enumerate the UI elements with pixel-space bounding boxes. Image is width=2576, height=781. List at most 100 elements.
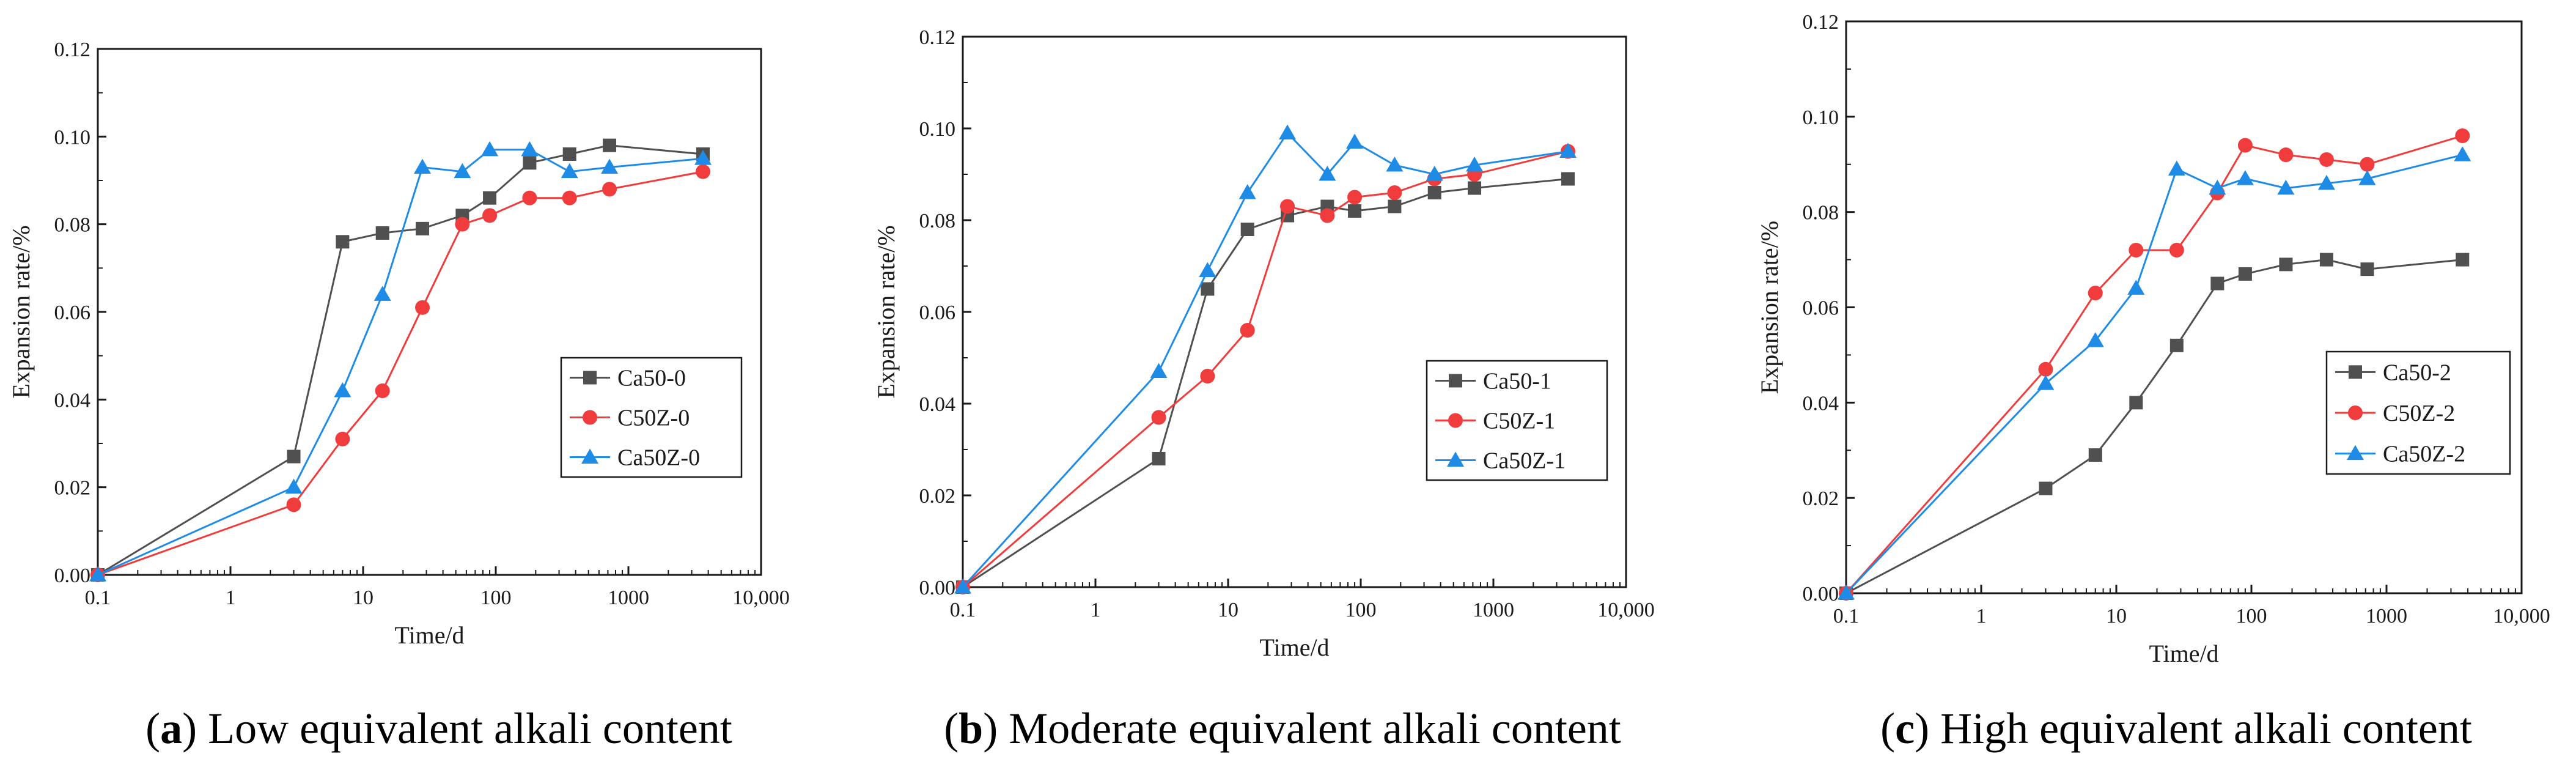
data-point xyxy=(454,163,471,179)
y-tick-label: 0.08 xyxy=(1803,202,1839,224)
legend-marker xyxy=(1447,451,1464,467)
y-tick-label: 0.04 xyxy=(54,389,91,412)
data-point xyxy=(2456,253,2470,267)
data-point xyxy=(285,478,303,494)
legend-marker xyxy=(581,448,598,464)
legend-marker xyxy=(1448,413,1463,428)
data-point xyxy=(1348,204,1362,218)
legend-marker xyxy=(2348,405,2363,420)
data-point xyxy=(1427,186,1441,199)
data-point xyxy=(1386,157,1404,172)
legend-label: Ca50Z-2 xyxy=(2383,442,2465,467)
chart-panel-b: 0.00 0.02 0.04 0.06 0.08 0.10 0.12 0.1 1 10 100 100… xyxy=(872,26,1655,753)
legend-label: Ca50Z-1 xyxy=(1483,448,1566,474)
x-tick-label: 100 xyxy=(1345,599,1377,621)
data-point xyxy=(1387,185,1402,200)
data-point xyxy=(694,150,712,165)
legend-label: Ca50-1 xyxy=(1483,369,1551,394)
data-point xyxy=(1561,172,1575,186)
data-point xyxy=(2088,286,2103,301)
data-point xyxy=(2169,243,2184,257)
x-axis-title: Time/d xyxy=(1259,634,1329,661)
data-point xyxy=(2210,276,2225,291)
data-point xyxy=(954,579,971,594)
caption-letter: c xyxy=(1895,704,1915,753)
data-point xyxy=(2127,279,2145,295)
x-tick-label: 10 xyxy=(2106,605,2127,627)
data-point xyxy=(2088,448,2102,462)
y-axis-title: Expansion rate/% xyxy=(872,225,900,398)
data-point xyxy=(602,182,617,197)
legend-marker xyxy=(583,410,597,425)
x-tick-label: 10,000 xyxy=(2493,605,2550,627)
caption-letter: a xyxy=(160,704,182,753)
legend-label: Ca50-0 xyxy=(617,366,686,391)
x-tick-label: 1000 xyxy=(2366,605,2407,627)
y-tick-label: 0.00 xyxy=(1803,583,1839,605)
legend: Ca50-2 C50Z-2 Ca50Z-2 xyxy=(2325,350,2511,475)
data-point xyxy=(375,383,390,398)
x-tick-label: 100 xyxy=(2236,605,2267,627)
x-tick-label: 1 xyxy=(226,587,236,609)
x-tick-label: 10 xyxy=(353,587,374,609)
data-point xyxy=(336,235,350,249)
x-tick-label: 0.1 xyxy=(950,599,976,621)
data-point xyxy=(335,431,350,446)
data-point xyxy=(334,382,351,398)
caption-text: Moderate equivalent alkali content xyxy=(1009,704,1621,753)
data-point xyxy=(414,158,432,174)
y-tick-label: 0.12 xyxy=(1803,11,1839,34)
data-point xyxy=(374,286,391,301)
data-point xyxy=(2129,243,2144,257)
data-point xyxy=(482,208,498,223)
caption-text: High equivalent alkali content xyxy=(1940,704,2472,753)
data-point xyxy=(415,300,430,315)
plot-frame xyxy=(1845,20,2523,594)
data-point xyxy=(2237,138,2253,153)
data-point xyxy=(2319,253,2333,267)
data-point xyxy=(1319,166,1336,181)
data-point xyxy=(375,226,389,240)
y-tick-label: 0.00 xyxy=(54,564,91,587)
data-point xyxy=(1347,190,1363,205)
panel-caption: (a) Low equivalent alkali content xyxy=(145,704,732,753)
chart-panel-a: 0.00 0.02 0.04 0.06 0.08 0.10 0.12 0.1 1 10 100 100… xyxy=(7,39,790,753)
data-point xyxy=(2278,147,2294,163)
chart-panel-c: 0.00 0.02 0.04 0.06 0.08 0.10 0.12 0.1 1 10 100 100… xyxy=(1756,11,2550,753)
data-point xyxy=(455,217,470,232)
data-point xyxy=(1240,323,1255,338)
data-point xyxy=(2209,179,2226,195)
data-point xyxy=(1468,181,1482,195)
data-point xyxy=(1238,184,1256,199)
caption-letter: b xyxy=(959,704,983,753)
y-axis-title: Expansion rate/% xyxy=(1756,221,1783,394)
x-tick-label: 10,000 xyxy=(732,587,790,609)
legend-label: Ca50Z-0 xyxy=(617,445,700,471)
x-axis-title: Time/d xyxy=(394,621,464,649)
y-tick-label: 0.02 xyxy=(1803,487,1839,510)
data-point xyxy=(1150,363,1168,378)
series-Ca50-2 xyxy=(1839,253,2470,600)
legend-label: C50Z-1 xyxy=(1483,409,1555,434)
legend-marker xyxy=(2349,365,2362,379)
x-tick-label: 100 xyxy=(480,587,512,609)
data-point xyxy=(2236,170,2254,185)
y-tick-label: 0.06 xyxy=(1803,297,1839,320)
y-tick-label: 0.12 xyxy=(54,39,91,61)
data-point xyxy=(2037,375,2055,390)
data-point xyxy=(1199,262,1216,277)
data-point xyxy=(2319,152,2334,167)
data-point xyxy=(601,158,619,174)
data-point xyxy=(2168,160,2185,176)
series-C50Z-0 xyxy=(90,164,711,582)
legend: Ca50-0 C50Z-0 Ca50Z-0 xyxy=(560,357,743,478)
legend-marker xyxy=(2347,445,2364,461)
panel-caption: (b) Moderate equivalent alkali content xyxy=(944,704,1621,753)
plot-frame xyxy=(97,48,762,576)
data-point xyxy=(2277,179,2295,195)
data-point xyxy=(2279,257,2293,272)
legend-label: Ca50-2 xyxy=(2383,360,2451,385)
data-point xyxy=(287,450,301,464)
caption-text: Low equivalent alkali content xyxy=(208,704,732,753)
